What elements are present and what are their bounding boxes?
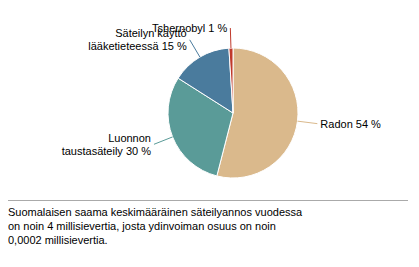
html-text:lääketieteessä 15 %: lääketieteessä 15 % xyxy=(88,40,187,53)
html-text:Suomalaisen saama keskimääräin: Suomalaisen saama keskimääräinen säteily… xyxy=(8,206,303,246)
svg-text:Tshernobyl 1 %: Tshernobyl 1 % xyxy=(152,22,227,34)
html-text:Säteilyn käyttö: Säteilyn käyttö xyxy=(115,27,187,40)
svg-text:Luonnontaustasäteily 30 %: Luonnontaustasäteily 30 % xyxy=(62,132,151,157)
svg-text:Radon 54 %: Radon 54 % xyxy=(320,118,381,130)
